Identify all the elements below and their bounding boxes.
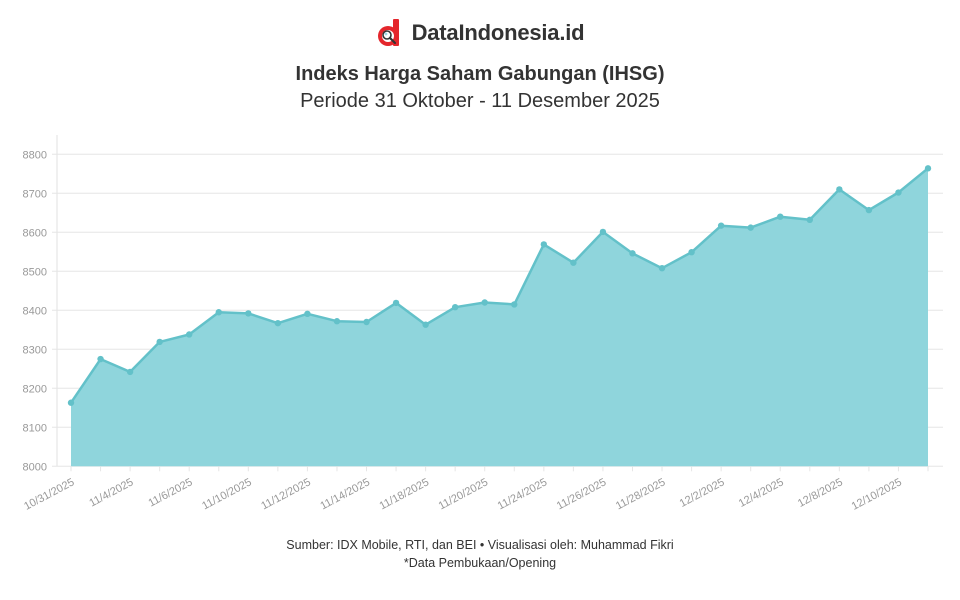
- data-point: [304, 310, 311, 318]
- data-point: [629, 250, 636, 257]
- area-fill: [71, 168, 928, 467]
- series-line: [69, 167, 929, 404]
- y-tick-label: 8300: [23, 344, 47, 356]
- y-tick-label: 8700: [23, 188, 47, 200]
- data-indonesia-logo-icon: [376, 18, 402, 48]
- x-tick-label: 11/4/2025: [87, 476, 135, 509]
- data-points: [67, 165, 932, 406]
- data-point: [806, 216, 813, 224]
- data-point: [422, 321, 429, 328]
- data-point: [895, 189, 902, 196]
- data-note: *Data Pembukaan/Opening: [403, 556, 557, 570]
- data-point: [363, 318, 370, 326]
- chart-subtitle: Periode 31 Oktober - 11 Desember 2025: [300, 90, 660, 112]
- x-tick-label: 11/14/2025: [318, 476, 372, 512]
- x-tick-label: 12/4/2025: [737, 476, 786, 510]
- x-tick-label: 11/18/2025: [377, 476, 431, 512]
- data-point: [186, 331, 193, 338]
- data-point: [717, 222, 725, 229]
- y-tick-label: 8600: [23, 227, 47, 239]
- brand-header: DataIndonesia.id: [0, 18, 960, 48]
- data-point: [67, 399, 75, 406]
- data-point: [481, 299, 488, 306]
- data-point: [747, 224, 754, 231]
- data-point: [333, 318, 341, 325]
- data-point: [688, 248, 695, 256]
- data-point: [865, 206, 873, 214]
- brand-name: DataIndonesia.id: [411, 20, 585, 45]
- data-point: [392, 299, 400, 307]
- data-point: [658, 264, 666, 272]
- x-axis: 10/31/2025 11/4/2025 11/6/2025 11/10/2025 11…: [22, 466, 929, 513]
- x-tick-label: 11/12/2025: [259, 476, 313, 512]
- x-tick-label: 11/26/2025: [555, 476, 609, 512]
- data-point: [215, 309, 222, 316]
- x-tick-label: 11/28/2025: [614, 476, 668, 512]
- data-point: [570, 259, 577, 266]
- x-tick-label: 11/6/2025: [146, 476, 194, 509]
- y-tick-label: 8400: [23, 305, 47, 317]
- data-point: [274, 319, 282, 327]
- data-point: [836, 186, 843, 193]
- x-tick-label: 12/8/2025: [796, 476, 845, 510]
- data-point: [599, 228, 607, 236]
- data-point: [245, 310, 252, 317]
- data-point: [777, 213, 784, 220]
- y-tick-label: 8000: [23, 461, 47, 473]
- x-tick-label: 11/20/2025: [437, 476, 491, 512]
- x-tick-label: 10/31/2025: [22, 476, 76, 512]
- x-tick-label: 12/10/2025: [850, 476, 904, 512]
- x-tick-label: 12/2/2025: [678, 476, 727, 510]
- data-point: [540, 241, 548, 248]
- source-credit: Sumber: IDX Mobile, RTI, dan BEI • Visua…: [286, 538, 674, 552]
- y-axis: 8000 8100 8200 8300 8400 8500 8600 8700 8800: [23, 135, 58, 473]
- x-tick-label: 11/24/2025: [496, 476, 550, 512]
- chart-title: Indeks Harga Saham Gabungan (IHSG): [295, 63, 665, 85]
- y-tick-label: 8800: [23, 149, 47, 161]
- x-tick-label: 11/10/2025: [200, 476, 254, 512]
- y-tick-label: 8500: [23, 266, 47, 278]
- y-tick-label: 8100: [23, 422, 47, 434]
- y-tick-label: 8200: [23, 383, 47, 395]
- data-point: [97, 355, 104, 363]
- data-point: [451, 303, 459, 311]
- data-point: [126, 368, 134, 376]
- data-point: [156, 338, 163, 346]
- data-point: [924, 165, 932, 172]
- data-point: [511, 301, 518, 308]
